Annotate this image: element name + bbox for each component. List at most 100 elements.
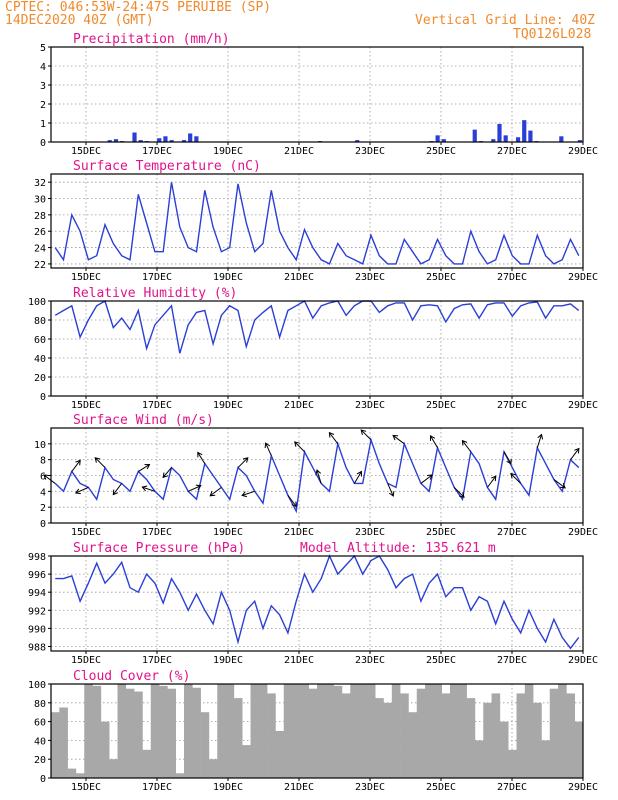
rh-panel: 0 20 40 60 80 100 15DEC 17DEC 19DEC 21DEC 23DEC 25D… — [28, 286, 598, 411]
pressure-xtick-label: 17DEC — [142, 655, 172, 666]
wind-arrow — [142, 486, 156, 492]
cloud-xtick-label: 15DEC — [71, 782, 101, 793]
cloud-frame — [50, 683, 584, 779]
cloud-xtick-label: 17DEC — [142, 782, 172, 793]
precip-bar — [441, 139, 446, 142]
wind-arrow-head — [356, 470, 362, 477]
rh-ytick-label: 0 — [40, 392, 46, 403]
rh-xtick-label: 25DEC — [426, 400, 456, 411]
wind-ytick-label: 4 — [40, 487, 46, 498]
cloud-bar — [574, 721, 584, 778]
wind-arrow-head — [264, 442, 271, 449]
wind-xtick-label: 25DEC — [426, 527, 456, 538]
precip-bar — [497, 123, 502, 142]
precip-bar — [528, 130, 533, 142]
wind-arrow — [420, 474, 433, 484]
cloud-bar — [383, 702, 393, 778]
cloud-bar — [233, 698, 243, 778]
cloud-bar — [483, 702, 492, 778]
header-station: CPTEC: 046:53W-24:47S PERUIBE (SP) — [5, 0, 271, 15]
wind-arrow-head — [43, 474, 49, 480]
rh-xtick-label: 27DEC — [497, 400, 527, 411]
cloud-title: Cloud Cover (%) — [73, 669, 190, 684]
cloud-bar — [400, 693, 409, 778]
wind-xtick-label: 21DEC — [284, 527, 314, 538]
precip-xtick-label: 25DEC — [426, 146, 456, 157]
cloud-bar — [267, 693, 276, 778]
precip-ytick-label: 0 — [40, 138, 46, 149]
wind-arrow-head — [242, 457, 249, 463]
precip-frame — [50, 46, 584, 143]
wind-arrow — [430, 435, 438, 449]
cloud-bar — [558, 684, 567, 778]
rh-xtick-label: 21DEC — [284, 400, 314, 411]
wind-arrow-head — [141, 485, 148, 492]
pressure-xtick-label: 25DEC — [426, 655, 456, 666]
panels-group: 0 1 2 3 4 5 15DEC 17DEC 19DEC 21DEC 23DEC 25DEC 27DE… — [28, 32, 598, 793]
cloud-bar — [491, 693, 501, 778]
cloud-xtick-label: 25DEC — [426, 782, 456, 793]
wind-arrow — [197, 452, 206, 464]
cloud-bar — [125, 688, 135, 778]
cloud-bar — [408, 712, 418, 778]
wind-arrow-head — [241, 491, 248, 498]
wind-xtick-label: 23DEC — [355, 527, 385, 538]
wind-arrow — [316, 469, 322, 484]
cloud-bar — [474, 740, 484, 778]
precip-bar — [163, 136, 168, 142]
temp-xtick-label: 19DEC — [213, 272, 243, 283]
temp-series-line — [54, 182, 580, 265]
cloud-bar — [142, 749, 152, 778]
cloud-bar — [67, 768, 77, 778]
cloud-bar — [533, 702, 542, 778]
header-grid-note: Vertical Grid Line: 40Z — [415, 13, 595, 28]
precip-bar — [522, 120, 527, 142]
cloud-bar — [366, 684, 376, 778]
cloud-bar — [300, 684, 309, 778]
precip-bar — [577, 140, 582, 142]
rh-xtick-label: 15DEC — [71, 400, 101, 411]
cloud-ytick-label: 20 — [34, 755, 46, 766]
pressure-ytick-label: 998 — [28, 552, 46, 563]
wind-arrow-head — [144, 463, 151, 470]
precip-bar — [132, 132, 137, 142]
cloud-bar — [100, 721, 110, 778]
pressure-xtick-label: 29DEC — [568, 655, 598, 666]
cloud-bar — [433, 684, 442, 778]
wind-arrow — [294, 441, 305, 453]
wind-arrow — [265, 442, 272, 456]
precip-panel: 0 1 2 3 4 5 15DEC 17DEC 19DEC 21DEC 23DEC 25DEC 27DE… — [40, 32, 598, 157]
cloud-bar — [391, 684, 401, 778]
wind-arrow-head — [574, 447, 580, 454]
wind-arrow-head — [430, 435, 436, 441]
precip-ytick-label: 1 — [40, 119, 46, 130]
wind-arrow-head — [560, 483, 566, 489]
cloud-bar — [375, 698, 384, 778]
temp-ytick-label: 22 — [34, 260, 46, 271]
wind-arrow — [241, 490, 255, 497]
precip-bar — [181, 140, 187, 142]
pressure-title: Surface Pressure (hPa) — [73, 541, 245, 556]
temp-xtick-label: 17DEC — [142, 272, 172, 283]
precip-bar — [515, 137, 521, 142]
rh-xtick-label: 23DEC — [355, 400, 385, 411]
cloud-bar — [308, 688, 318, 778]
precip-bar — [107, 140, 112, 142]
rh-ytick-label: 20 — [34, 373, 46, 384]
wind-arrow — [387, 483, 394, 497]
wind-arrow — [287, 494, 297, 507]
cloud-bar — [416, 688, 426, 778]
precip-title: Precipitation (mm/h) — [73, 32, 230, 47]
wind-arrow — [75, 486, 89, 494]
cloud-bar — [167, 688, 176, 778]
precip-bar — [194, 136, 199, 142]
wind-arrow — [328, 432, 339, 445]
cloud-bar — [350, 684, 359, 778]
wind-arrow-head — [537, 433, 544, 440]
wind-arrow-head — [94, 457, 101, 463]
precip-xtick-label: 15DEC — [71, 146, 101, 157]
wind-arrow-head — [209, 490, 216, 497]
cloud-xtick-label: 23DEC — [355, 782, 385, 793]
wind-arrow-head — [294, 441, 300, 447]
